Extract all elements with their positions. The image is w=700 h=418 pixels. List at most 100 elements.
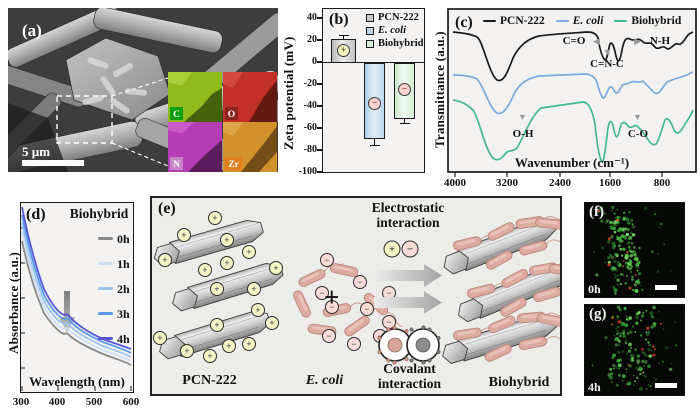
- panel-a-sem: C O N Zr: [0, 4, 298, 178]
- annotation-cnc: C=N-C: [590, 58, 624, 70]
- plus-charge-icon: +: [180, 344, 194, 358]
- pcn222-label: PCN-222: [182, 373, 237, 388]
- legend-swatch: [98, 237, 113, 240]
- minus-sign: −: [407, 244, 413, 256]
- panel-a-label: (a): [22, 21, 42, 40]
- plus-charge-icon: +: [242, 337, 256, 351]
- zeta-ytick: 40: [307, 12, 317, 23]
- ftir-legend: PCN-222 E. coli Biohybrid: [483, 15, 681, 27]
- uvvis-xtick: 400: [48, 396, 66, 408]
- uvvis-xtick: 300: [12, 396, 30, 408]
- legend-label: 2h: [117, 282, 130, 296]
- arrow-left-icon: ◀: [593, 36, 600, 46]
- panel-c-label: (c): [455, 14, 473, 31]
- annotation-co2: C-O: [627, 128, 649, 140]
- covalent-label-1: Covalant: [383, 361, 436, 376]
- svg-text:+: +: [212, 213, 217, 223]
- time-label-4h: 4h: [588, 380, 601, 394]
- panel-d-label: (d): [26, 206, 46, 223]
- biohybrid-label: Biohybrid: [488, 375, 550, 390]
- ecoli-cell-icon: [484, 343, 512, 362]
- legend-label: Biohybrid: [631, 15, 682, 27]
- svg-text:−: −: [364, 304, 369, 314]
- scale-bar: [22, 160, 84, 166]
- arrow-down-icon: ▼: [518, 112, 527, 122]
- ftir-y-axis-label: Transmittance (a.u.): [432, 31, 447, 149]
- panel-f-label: (f): [589, 204, 604, 220]
- time-label-0h: 0h: [588, 282, 601, 296]
- legend-label: 0h: [117, 232, 130, 246]
- uvvis-y-axis-label: Absorbance (a.u.): [6, 252, 21, 355]
- minus-charge-icon: −: [325, 300, 339, 314]
- annotation-oh: O-H: [512, 128, 534, 140]
- ecoli-cell-icon: [500, 297, 527, 317]
- panel-d-uvvis: Absorbance (a.u.): [6, 196, 144, 418]
- minus-charge-icon: −: [360, 302, 374, 316]
- fluorescence-dots-0h: [589, 205, 672, 295]
- error-bar: [403, 119, 406, 124]
- svg-text:+: +: [214, 284, 219, 294]
- svg-text:−: −: [357, 277, 362, 287]
- uvvis-xtick: 600: [122, 396, 140, 408]
- legend-label: Biohybrid: [378, 38, 424, 49]
- scale-bar: [655, 383, 677, 388]
- legend-label: 4h: [117, 332, 130, 346]
- svg-text:−: −: [326, 331, 331, 341]
- plus-charge-icon: +: [203, 349, 217, 363]
- plus-operator: +: [324, 282, 340, 312]
- panel-g-label: (g): [589, 306, 607, 322]
- electrostatic-label-1: Electrostatic: [371, 200, 445, 215]
- plus-charge-icon: +: [220, 256, 234, 270]
- svg-text:−: −: [377, 331, 382, 341]
- svg-text:−: −: [329, 302, 334, 312]
- svg-text:+: +: [224, 258, 229, 268]
- eds-label-n: N: [173, 160, 180, 170]
- svg-text:+: +: [246, 339, 251, 349]
- svg-text:−: −: [319, 288, 324, 298]
- zeta-ytick: 0: [312, 56, 317, 67]
- ecoli-cell-icon: [488, 315, 516, 334]
- minus-charge-icon: −: [382, 315, 396, 329]
- svg-text:+: +: [226, 341, 231, 351]
- zeta-ytick: -20: [303, 78, 317, 89]
- plus-sign: +: [389, 244, 395, 256]
- plus-charge-icon: +: [220, 233, 234, 247]
- svg-text:+: +: [251, 284, 256, 294]
- uvvis-curve-0h: [21, 240, 132, 366]
- arrow-down-icon: ▼: [633, 112, 642, 122]
- zoom-region-box: [56, 95, 113, 144]
- zeta-ytick: -60: [303, 122, 317, 133]
- legend-swatch: [483, 19, 496, 23]
- zeta-ytick: -100: [298, 166, 317, 177]
- error-bar: [373, 138, 376, 146]
- charge-marker: −: [368, 97, 381, 111]
- svg-text:−: −: [351, 339, 356, 349]
- scheme-graphic: ++ ++++++++++ ++ ++++−−−− −−−−−− + −: [153, 211, 582, 365]
- ecoli-cell-icon: [501, 269, 529, 288]
- panel-e-label: (e): [158, 200, 176, 217]
- eds-map-o: O: [223, 72, 277, 122]
- ecoli-cell-icon: [344, 315, 370, 337]
- plus-charge-icon: +: [242, 245, 256, 259]
- svg-text:+: +: [273, 263, 278, 273]
- eds-label-o: O: [228, 110, 235, 120]
- error-bar: [342, 35, 345, 39]
- uvvis-curve-1h: [21, 231, 132, 362]
- plus-charge-icon: +: [153, 331, 167, 345]
- eds-map-c: C: [168, 72, 222, 122]
- zeta-ytick: 20: [307, 34, 317, 45]
- ftir-curve-ecoli: [452, 71, 694, 115]
- arrow-down-icon: ▼: [603, 47, 612, 57]
- svg-text:+: +: [207, 351, 212, 361]
- charge-marker: +: [337, 44, 350, 58]
- minus-charge-icon: −: [315, 286, 329, 300]
- uvvis-plot: [21, 206, 132, 391]
- panel-b-label: (b): [329, 11, 349, 28]
- arrow-right-icon: ▶: [634, 36, 641, 46]
- minus-charge-icon: −: [382, 286, 396, 300]
- scale-bar-label: 5 µm: [22, 144, 50, 159]
- svg-text:−: −: [386, 288, 391, 298]
- minus-charge-icon: −: [320, 253, 334, 267]
- ecoli-cell-icon: [298, 262, 345, 287]
